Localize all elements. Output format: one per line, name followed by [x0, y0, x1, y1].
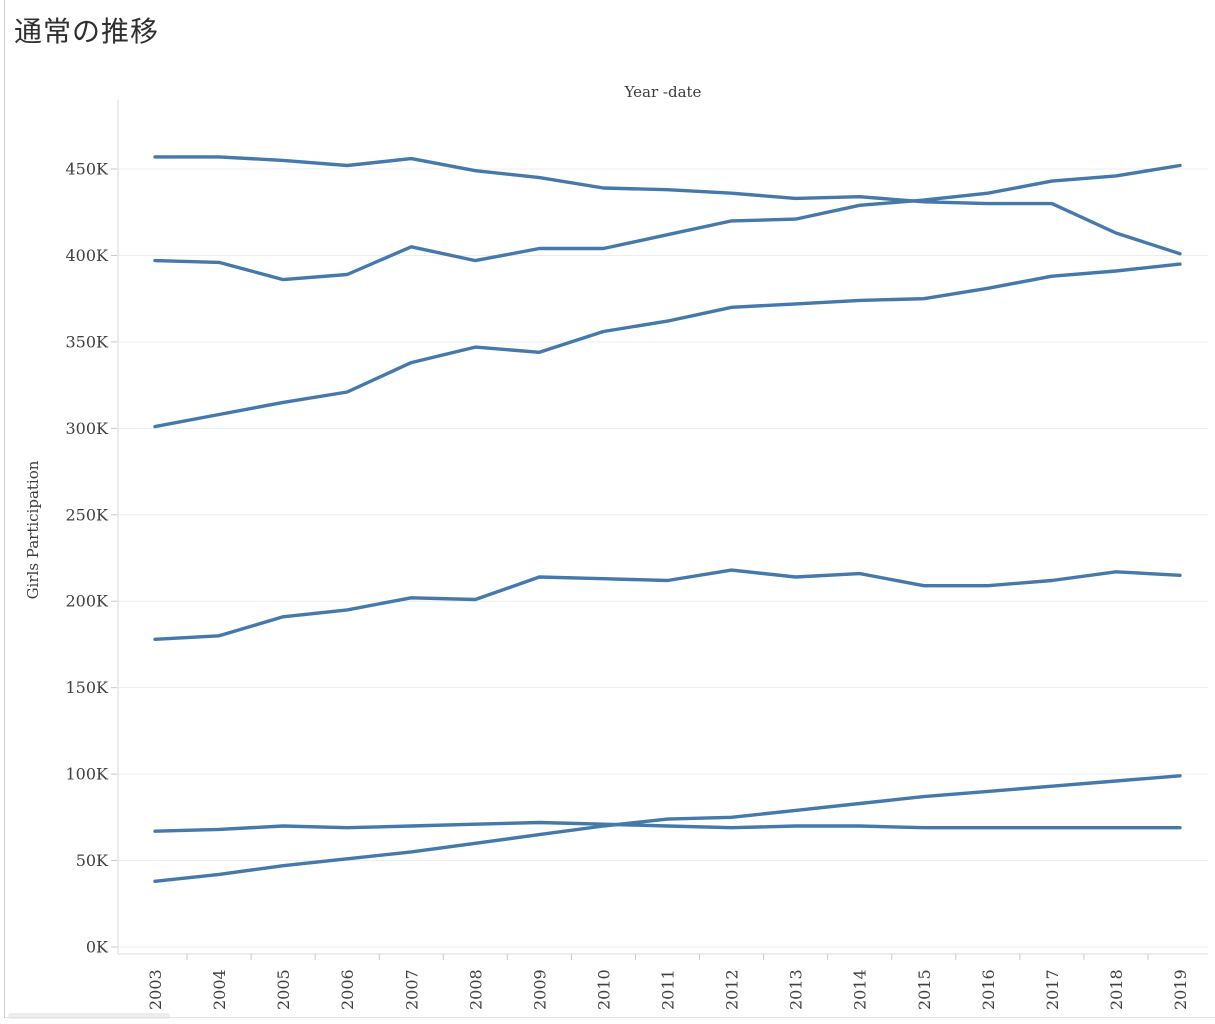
data-line-6[interactable] — [153, 774, 1182, 883]
page-title: 通常の推移 — [14, 15, 160, 48]
window-left-border — [4, 0, 5, 1018]
data-line-5[interactable] — [153, 820, 1182, 833]
x-tick-label: 2011 — [659, 969, 678, 1010]
chart-title: Year -date — [624, 83, 702, 101]
x-tick-label: 2009 — [530, 969, 549, 1010]
x-tick-label: 2015 — [915, 969, 934, 1010]
y-tick-label: 350K — [66, 332, 110, 351]
y-tick-label: 150K — [66, 678, 110, 697]
y-tick-label: 250K — [66, 505, 110, 524]
x-tick-label: 2019 — [1171, 969, 1190, 1010]
x-tick-label: 2005 — [274, 969, 293, 1010]
y-tick-label: 50K — [76, 851, 109, 870]
horizontal-scrollbar-thumb[interactable] — [8, 1013, 170, 1019]
x-tick-label: 2006 — [338, 969, 357, 1010]
x-tick-label: 2004 — [210, 969, 229, 1010]
data-line-3[interactable] — [153, 262, 1182, 429]
x-tick-label: 2014 — [851, 969, 870, 1010]
x-tick-label: 2007 — [402, 969, 421, 1010]
x-tick-label: 2016 — [979, 969, 998, 1010]
y-tick-label: 400K — [66, 246, 110, 265]
y-tick-label: 300K — [66, 419, 110, 438]
x-tick-label: 2017 — [1043, 969, 1062, 1010]
bottom-rule — [5, 1017, 1215, 1018]
data-line-4[interactable] — [153, 568, 1182, 641]
y-tick-label: 450K — [66, 160, 110, 179]
y-tick-label: 100K — [66, 765, 110, 784]
x-tick-label: 2018 — [1107, 969, 1126, 1010]
x-tick-label: 2008 — [466, 969, 485, 1010]
data-line-2[interactable] — [153, 163, 1182, 282]
x-tick-label: 2012 — [723, 969, 742, 1010]
x-tick-label: 2003 — [146, 969, 165, 1010]
y-tick-label: 0K — [86, 938, 109, 957]
data-line-1[interactable] — [153, 155, 1182, 256]
y-tick-label: 200K — [66, 592, 110, 611]
x-tick-label: 2010 — [594, 969, 613, 1010]
x-tick-label: 2013 — [787, 969, 806, 1010]
